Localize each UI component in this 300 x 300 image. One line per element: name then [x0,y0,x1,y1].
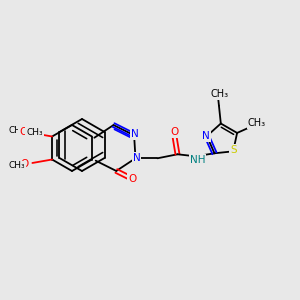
Text: CH₃: CH₃ [26,128,43,136]
Text: NH: NH [190,155,205,165]
Text: O: O [20,127,28,137]
Text: S: S [230,145,236,155]
Text: CH₃: CH₃ [8,125,25,134]
Text: CH₃: CH₃ [210,89,229,99]
Text: N: N [133,153,140,163]
Text: O: O [170,127,178,137]
Text: O: O [20,159,28,169]
Text: CH₃: CH₃ [248,118,266,128]
Text: O: O [128,174,136,184]
Text: O: O [19,127,27,137]
Text: N: N [131,129,139,139]
Text: CH₃: CH₃ [8,161,25,170]
Text: N: N [202,131,210,141]
